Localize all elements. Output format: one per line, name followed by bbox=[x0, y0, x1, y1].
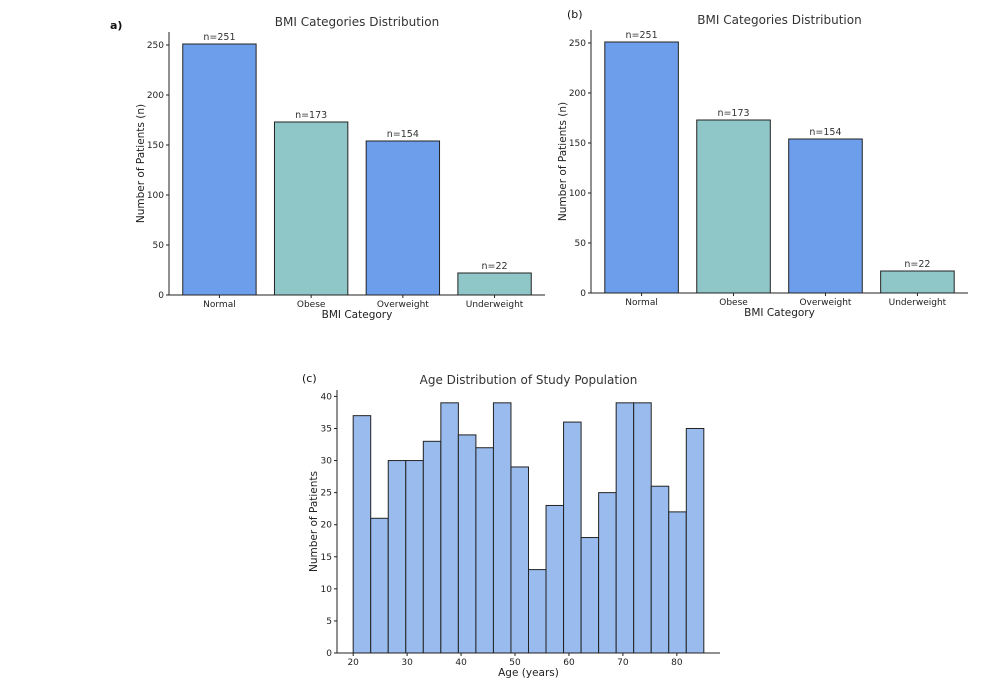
histogram-bar bbox=[457, 434, 477, 654]
histogram-bar bbox=[405, 460, 424, 654]
histogram-bar bbox=[528, 569, 547, 654]
data-label: n=173 bbox=[717, 108, 749, 119]
y-tick-label: 250 bbox=[569, 39, 586, 49]
histogram-bar bbox=[580, 537, 600, 654]
bar bbox=[604, 41, 679, 294]
y-tick-label: 10 bbox=[321, 585, 333, 595]
y-tick-label: 0 bbox=[326, 649, 332, 659]
y-tick-label: 150 bbox=[569, 139, 586, 149]
x-tick-label: 20 bbox=[347, 658, 359, 668]
y-tick-label: 15 bbox=[321, 553, 332, 563]
x-tick-label: Overweight bbox=[377, 300, 429, 310]
histogram-bar bbox=[615, 402, 635, 654]
histogram-bar bbox=[352, 415, 372, 654]
y-axis-label: Number of Patients (n) bbox=[557, 102, 569, 221]
y-tick-label: 0 bbox=[580, 289, 586, 299]
y-tick-label: 20 bbox=[321, 521, 333, 531]
panel-label: (c) bbox=[302, 372, 317, 385]
x-tick-label: Obese bbox=[719, 298, 748, 308]
y-tick-label: 30 bbox=[321, 457, 333, 467]
histogram-bar bbox=[633, 402, 652, 654]
histogram-bar bbox=[650, 485, 670, 654]
x-axis-label: BMI Category bbox=[322, 309, 393, 321]
data-label: n=251 bbox=[203, 32, 235, 43]
bar bbox=[457, 272, 532, 296]
bar bbox=[365, 140, 441, 296]
histogram-bar bbox=[387, 460, 407, 654]
panel-label: (b) bbox=[567, 8, 583, 21]
y-tick-label: 35 bbox=[321, 424, 332, 434]
x-tick-label: Obese bbox=[297, 300, 326, 310]
y-tick-label: 100 bbox=[569, 189, 586, 199]
data-label: n=154 bbox=[387, 129, 419, 140]
x-tick-label: Underweight bbox=[466, 300, 524, 310]
x-tick-label: 80 bbox=[671, 658, 683, 668]
bar bbox=[788, 138, 863, 294]
y-tick-label: 250 bbox=[147, 41, 164, 51]
x-tick-label: 60 bbox=[563, 658, 575, 668]
histogram-bar bbox=[475, 447, 494, 654]
y-tick-label: 150 bbox=[147, 141, 164, 151]
chart-title: Age Distribution of Study Population bbox=[420, 373, 638, 387]
data-label: n=22 bbox=[482, 261, 508, 272]
y-tick-label: 50 bbox=[575, 239, 587, 249]
panel-a-bmi-chart: n=251 Normal n=173 Obese n=154 Overweight n=22… bbox=[110, 15, 545, 321]
data-label: n=251 bbox=[626, 30, 658, 41]
data-label: n=154 bbox=[809, 127, 841, 138]
x-axis-label: BMI Category bbox=[744, 307, 815, 319]
histogram-bar bbox=[370, 517, 389, 654]
histogram-bar bbox=[440, 402, 459, 654]
histogram-bar bbox=[598, 492, 617, 654]
chart-title: BMI Categories Distribution bbox=[275, 15, 439, 29]
x-tick-label: Normal bbox=[625, 298, 658, 308]
y-tick-label: 100 bbox=[147, 191, 164, 201]
y-tick-label: 25 bbox=[321, 489, 332, 499]
x-tick-label: Underweight bbox=[889, 298, 947, 308]
x-tick-label: 40 bbox=[455, 658, 467, 668]
histogram-bar bbox=[422, 440, 442, 654]
panel-c-age-histogram: 20 30 40 50 60 70 80 0 5 10 15 20 25 30 35 40 Age Distri… bbox=[302, 372, 720, 679]
histogram-bar bbox=[510, 466, 530, 654]
data-label: n=22 bbox=[904, 259, 930, 270]
bar bbox=[273, 121, 349, 296]
chart-title: BMI Categories Distribution bbox=[697, 13, 861, 27]
y-tick-label: 200 bbox=[569, 89, 586, 99]
y-tick-label: 0 bbox=[158, 291, 164, 301]
x-tick-label: 70 bbox=[617, 658, 629, 668]
histogram-bar bbox=[492, 402, 512, 654]
y-axis-label: Number of Patients bbox=[308, 471, 320, 572]
bar bbox=[696, 119, 771, 294]
y-tick-label: 40 bbox=[321, 392, 333, 402]
y-tick-label: 5 bbox=[326, 617, 332, 627]
bar bbox=[880, 270, 955, 294]
x-tick-label: 50 bbox=[509, 658, 521, 668]
data-label: n=173 bbox=[295, 110, 327, 121]
y-tick-label: 200 bbox=[147, 91, 164, 101]
x-axis-label: Age (years) bbox=[498, 667, 559, 679]
panel-label: a) bbox=[110, 19, 122, 32]
x-tick-label: Overweight bbox=[799, 298, 851, 308]
histogram-bar bbox=[668, 511, 687, 654]
histogram-bar bbox=[545, 504, 565, 654]
x-tick-label: 30 bbox=[401, 658, 413, 668]
histogram-bar bbox=[563, 421, 582, 654]
y-tick-label: 50 bbox=[153, 241, 165, 251]
histogram-bar bbox=[685, 427, 705, 654]
panel-b-bmi-chart: n=251 Normal n=173 Obese n=154 Overweight n=22… bbox=[557, 8, 968, 319]
bar bbox=[182, 43, 257, 296]
y-axis-label: Number of Patients (n) bbox=[135, 104, 147, 223]
x-tick-label: Normal bbox=[203, 300, 236, 310]
